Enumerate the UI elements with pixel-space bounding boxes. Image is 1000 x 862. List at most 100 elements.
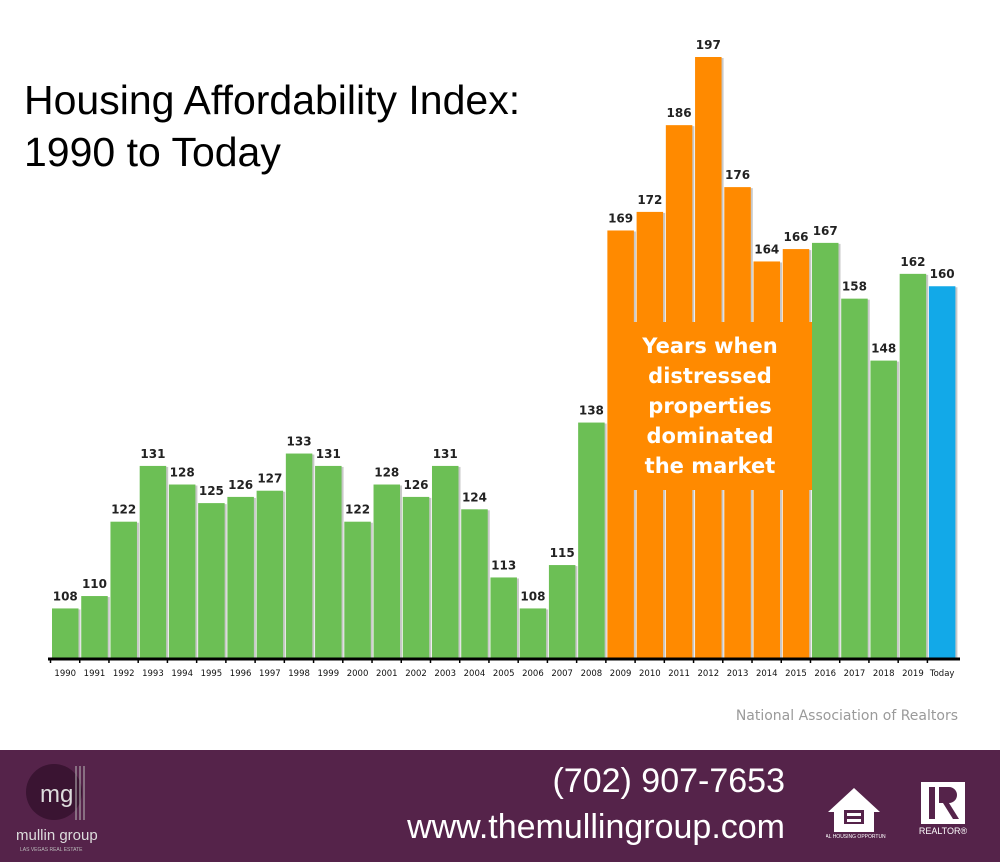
bar-2008	[578, 422, 605, 658]
x-tick-label: 2006	[522, 669, 544, 679]
annotation-distressed: Years when distressed properties dominat…	[608, 322, 812, 490]
x-tick-label: 2017	[844, 669, 866, 679]
x-tick-label: 2010	[639, 669, 661, 679]
data-label: 113	[491, 558, 516, 572]
x-tick-label: 1999	[317, 669, 339, 679]
bar-1998	[285, 453, 313, 658]
data-label: 122	[111, 503, 136, 517]
x-tick-label: 2013	[727, 669, 749, 679]
x-tick-label: 2007	[551, 669, 573, 679]
data-label: 115	[550, 546, 575, 560]
data-label: 169	[608, 211, 633, 225]
data-label: 125	[199, 484, 224, 498]
bar-2007	[548, 565, 576, 658]
data-label: 131	[433, 447, 458, 461]
data-label: 122	[345, 503, 370, 517]
source-label: National Association of Realtors	[735, 708, 958, 724]
x-tick-label: 2019	[902, 669, 924, 679]
data-label: 108	[520, 589, 545, 603]
data-label: 164	[754, 242, 779, 256]
bar-1999	[315, 465, 342, 658]
data-label: 148	[871, 342, 896, 356]
bar-2019	[899, 273, 927, 658]
data-label: 176	[725, 168, 750, 182]
svg-text:mullin group: mullin group	[16, 827, 98, 844]
bar-1991	[81, 596, 108, 658]
x-tick-label: 2001	[376, 669, 398, 679]
footer-banner: mg mullin group LAS VEGAS REAL ESTATE (7…	[0, 750, 1000, 862]
bar-1995	[198, 503, 225, 658]
x-tick-label: 1991	[84, 669, 106, 679]
data-label: 126	[403, 478, 428, 492]
data-label: 110	[82, 577, 107, 591]
data-label: 124	[462, 490, 487, 504]
svg-text:LAS VEGAS REAL ESTATE: LAS VEGAS REAL ESTATE	[20, 847, 83, 853]
x-tick-label: 1994	[171, 669, 193, 679]
website-link[interactable]: www.themullingroup.com	[407, 808, 785, 846]
data-label: 160	[930, 267, 955, 281]
data-label: 162	[900, 255, 925, 269]
bar-2000	[344, 521, 371, 658]
data-label: 138	[579, 404, 604, 418]
x-tick-label: 2014	[756, 669, 778, 679]
data-label: 127	[257, 472, 282, 486]
x-tick-label: 1990	[54, 669, 76, 679]
data-label: 131	[140, 447, 165, 461]
title-line-1: Housing Affordability Index:	[24, 77, 521, 123]
realtor-icon: REALTOR®	[919, 782, 968, 836]
title-line-2: 1990 to Today	[24, 129, 281, 175]
bar-chart: 108 1990 110 1991 122 1992 131 1993 128 1994 125 19…	[48, 38, 960, 679]
x-tick-label: Today	[929, 669, 955, 679]
phone-number[interactable]: (702) 907-7653	[552, 762, 785, 800]
bar-1997	[256, 490, 284, 658]
bar-2003	[431, 465, 459, 658]
x-tick-label: 2004	[464, 669, 486, 679]
bar-2001	[373, 484, 401, 658]
x-tick-label: 2015	[785, 669, 807, 679]
data-label: 108	[53, 589, 78, 603]
data-label: 186	[667, 106, 692, 120]
x-tick-label: 2009	[610, 669, 632, 679]
x-tick-label: 1998	[288, 669, 310, 679]
x-tick-label: 1997	[259, 669, 281, 679]
x-tick-label: 1993	[142, 669, 164, 679]
equal-housing-icon: EQUAL HOUSING OPPORTUNITY	[826, 788, 886, 840]
data-label: 131	[316, 447, 341, 461]
chart-title: Housing Affordability Index: 1990 to Toda…	[24, 74, 520, 178]
data-label: 167	[813, 224, 838, 238]
x-tick-label: 2002	[405, 669, 427, 679]
bar-2004	[461, 509, 488, 658]
bar-2018	[870, 360, 897, 658]
bar-1994	[168, 484, 196, 658]
svg-text:REALTOR®: REALTOR®	[919, 826, 968, 836]
bar-2006	[519, 608, 547, 658]
x-tick-label: 2008	[581, 669, 603, 679]
x-tick-label: 2000	[347, 669, 369, 679]
bar-1993	[139, 465, 167, 658]
data-label: 128	[374, 466, 399, 480]
data-label: 126	[228, 478, 253, 492]
bar-1996	[227, 496, 254, 658]
bar-2017	[841, 298, 868, 658]
data-label: 133	[287, 435, 312, 449]
svg-text:EQUAL HOUSING OPPORTUNITY: EQUAL HOUSING OPPORTUNITY	[826, 834, 886, 840]
bar-2005	[490, 577, 517, 658]
x-tick-label: 1996	[230, 669, 252, 679]
bar-1992	[110, 521, 137, 658]
data-label: 166	[783, 230, 808, 244]
data-label: 128	[170, 466, 195, 480]
x-tick-label: 1995	[201, 669, 223, 679]
data-label: 158	[842, 280, 867, 294]
svg-text:mg: mg	[40, 781, 73, 808]
x-tick-label: 1992	[113, 669, 135, 679]
mullin-group-logo: mg mullin group LAS VEGAS REAL ESTATE	[16, 764, 98, 853]
x-tick-label: 2011	[668, 669, 690, 679]
data-label: 197	[696, 38, 721, 52]
x-tick-label: 2005	[493, 669, 515, 679]
x-tick-label: 2003	[434, 669, 456, 679]
bar-1990	[52, 608, 79, 658]
x-tick-label: 2012	[697, 669, 719, 679]
bar-2002	[402, 496, 430, 658]
x-tick-label: 2018	[873, 669, 895, 679]
x-tick-label: 2016	[814, 669, 836, 679]
